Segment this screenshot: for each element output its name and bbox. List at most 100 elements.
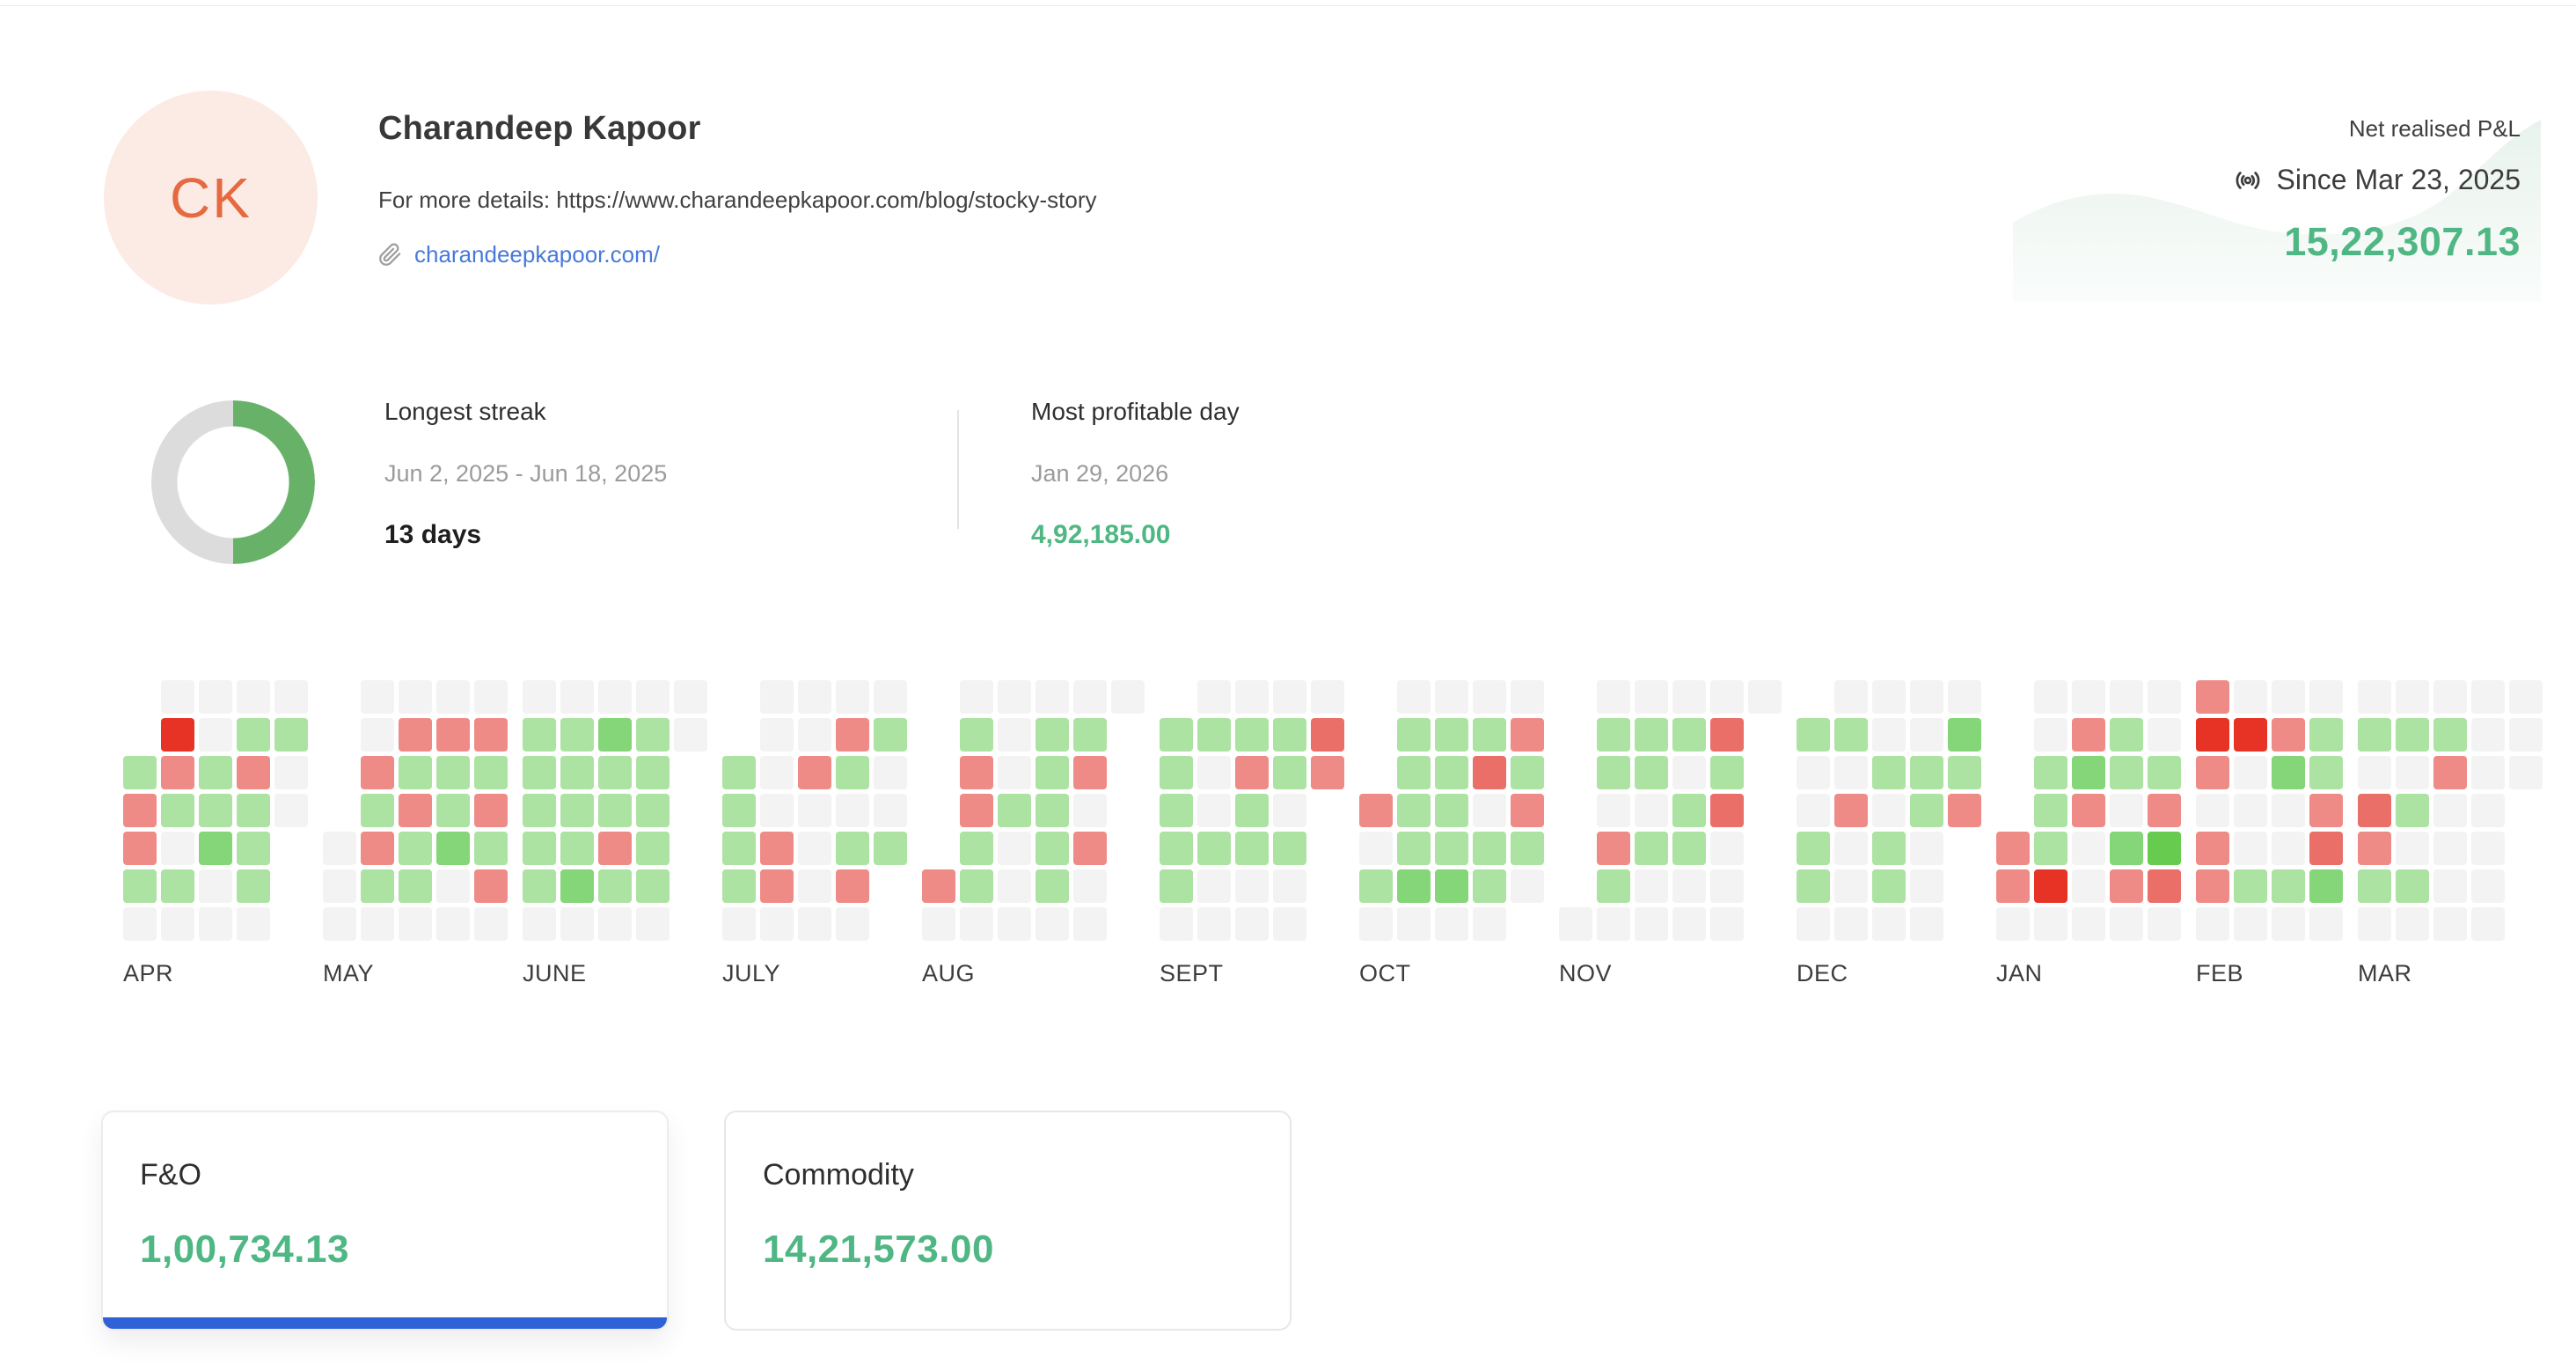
heatmap-cell[interactable]: [598, 680, 632, 714]
heatmap-cell[interactable]: [1597, 907, 1630, 941]
heatmap-cell[interactable]: [1036, 832, 1069, 865]
heatmap-cell[interactable]: [1797, 756, 1830, 789]
heatmap-cell[interactable]: [237, 907, 270, 941]
heatmap-cell[interactable]: [1635, 794, 1668, 827]
heatmap-cell[interactable]: [1473, 907, 1506, 941]
heatmap-cell[interactable]: [2433, 680, 2467, 714]
heatmap-cell[interactable]: [1872, 718, 1906, 752]
heatmap-cell[interactable]: [1397, 869, 1431, 903]
tab-fo-card[interactable]: F&O 1,00,734.13: [101, 1111, 669, 1331]
heatmap-cell[interactable]: [2309, 756, 2343, 789]
heatmap-cell[interactable]: [399, 907, 432, 941]
heatmap-cell[interactable]: [760, 794, 794, 827]
heatmap-cell[interactable]: [1948, 756, 1981, 789]
heatmap-cell[interactable]: [1710, 718, 1744, 752]
heatmap-cell[interactable]: [560, 832, 594, 865]
heatmap-cell[interactable]: [436, 869, 470, 903]
heatmap-cell[interactable]: [436, 794, 470, 827]
heatmap-cell[interactable]: [361, 907, 394, 941]
heatmap-cell[interactable]: [399, 794, 432, 827]
heatmap-cell[interactable]: [1797, 832, 1830, 865]
heatmap-cell[interactable]: [2433, 832, 2467, 865]
heatmap-cell[interactable]: [1672, 794, 1706, 827]
heatmap-cell[interactable]: [1435, 832, 1468, 865]
heatmap-cell[interactable]: [399, 832, 432, 865]
heatmap-cell[interactable]: [598, 907, 632, 941]
heatmap-cell[interactable]: [1435, 680, 1468, 714]
heatmap-cell[interactable]: [361, 718, 394, 752]
heatmap-cell[interactable]: [2272, 680, 2305, 714]
heatmap-cell[interactable]: [1235, 680, 1269, 714]
heatmap-cell[interactable]: [237, 832, 270, 865]
heatmap-cell[interactable]: [1235, 718, 1269, 752]
heatmap-cell[interactable]: [760, 832, 794, 865]
heatmap-cell[interactable]: [798, 907, 831, 941]
heatmap-cell[interactable]: [436, 907, 470, 941]
heatmap-cell[interactable]: [1160, 907, 1193, 941]
heatmap-cell[interactable]: [274, 756, 308, 789]
heatmap-cell[interactable]: [1635, 832, 1668, 865]
heatmap-cell[interactable]: [1473, 756, 1506, 789]
heatmap-cell[interactable]: [2309, 907, 2343, 941]
heatmap-cell[interactable]: [722, 832, 756, 865]
heatmap-cell[interactable]: [2234, 756, 2267, 789]
heatmap-cell[interactable]: [836, 907, 869, 941]
heatmap-cell[interactable]: [598, 832, 632, 865]
heatmap-cell[interactable]: [2272, 832, 2305, 865]
heatmap-cell[interactable]: [2148, 794, 2181, 827]
heatmap-cell[interactable]: [237, 756, 270, 789]
heatmap-cell[interactable]: [2072, 869, 2105, 903]
heatmap-cell[interactable]: [361, 832, 394, 865]
heatmap-cell[interactable]: [874, 794, 907, 827]
heatmap-cell[interactable]: [2396, 718, 2429, 752]
heatmap-cell[interactable]: [2072, 718, 2105, 752]
heatmap-cell[interactable]: [2196, 907, 2229, 941]
heatmap-cell[interactable]: [1834, 756, 1868, 789]
heatmap-cell[interactable]: [2396, 832, 2429, 865]
heatmap-cell[interactable]: [474, 756, 508, 789]
heatmap-cell[interactable]: [1073, 907, 1107, 941]
heatmap-cell[interactable]: [1197, 794, 1231, 827]
heatmap-cell[interactable]: [1511, 869, 1544, 903]
heatmap-cell[interactable]: [2309, 832, 2343, 865]
heatmap-cell[interactable]: [274, 718, 308, 752]
heatmap-cell[interactable]: [1559, 907, 1592, 941]
heatmap-cell[interactable]: [523, 907, 556, 941]
heatmap-cell[interactable]: [560, 680, 594, 714]
heatmap-cell[interactable]: [2196, 794, 2229, 827]
heatmap-cell[interactable]: [2148, 680, 2181, 714]
heatmap-cell[interactable]: [399, 718, 432, 752]
heatmap-cell[interactable]: [874, 832, 907, 865]
heatmap-cell[interactable]: [123, 794, 157, 827]
heatmap-cell[interactable]: [2471, 756, 2505, 789]
heatmap-cell[interactable]: [2034, 869, 2067, 903]
heatmap-cell[interactable]: [2433, 756, 2467, 789]
heatmap-cell[interactable]: [1160, 869, 1193, 903]
heatmap-cell[interactable]: [2196, 869, 2229, 903]
heatmap-cell[interactable]: [1311, 756, 1344, 789]
heatmap-cell[interactable]: [1872, 869, 1906, 903]
heatmap-cell[interactable]: [2272, 756, 2305, 789]
heatmap-cell[interactable]: [760, 718, 794, 752]
heatmap-cell[interactable]: [760, 756, 794, 789]
heatmap-cell[interactable]: [560, 794, 594, 827]
heatmap-cell[interactable]: [2358, 718, 2391, 752]
heatmap-cell[interactable]: [161, 718, 194, 752]
heatmap-cell[interactable]: [2234, 869, 2267, 903]
heatmap-cell[interactable]: [1273, 680, 1306, 714]
heatmap-cell[interactable]: [2234, 832, 2267, 865]
heatmap-cell[interactable]: [1273, 907, 1306, 941]
heatmap-cell[interactable]: [2358, 756, 2391, 789]
heatmap-cell[interactable]: [1235, 756, 1269, 789]
heatmap-cell[interactable]: [1635, 756, 1668, 789]
heatmap-cell[interactable]: [2396, 680, 2429, 714]
heatmap-cell[interactable]: [1910, 756, 1943, 789]
heatmap-cell[interactable]: [2034, 756, 2067, 789]
heatmap-cell[interactable]: [2148, 756, 2181, 789]
heatmap-cell[interactable]: [474, 907, 508, 941]
heatmap-cell[interactable]: [1597, 718, 1630, 752]
heatmap-cell[interactable]: [1710, 907, 1744, 941]
heatmap-cell[interactable]: [523, 756, 556, 789]
heatmap-cell[interactable]: [960, 907, 993, 941]
heatmap-cell[interactable]: [1672, 869, 1706, 903]
